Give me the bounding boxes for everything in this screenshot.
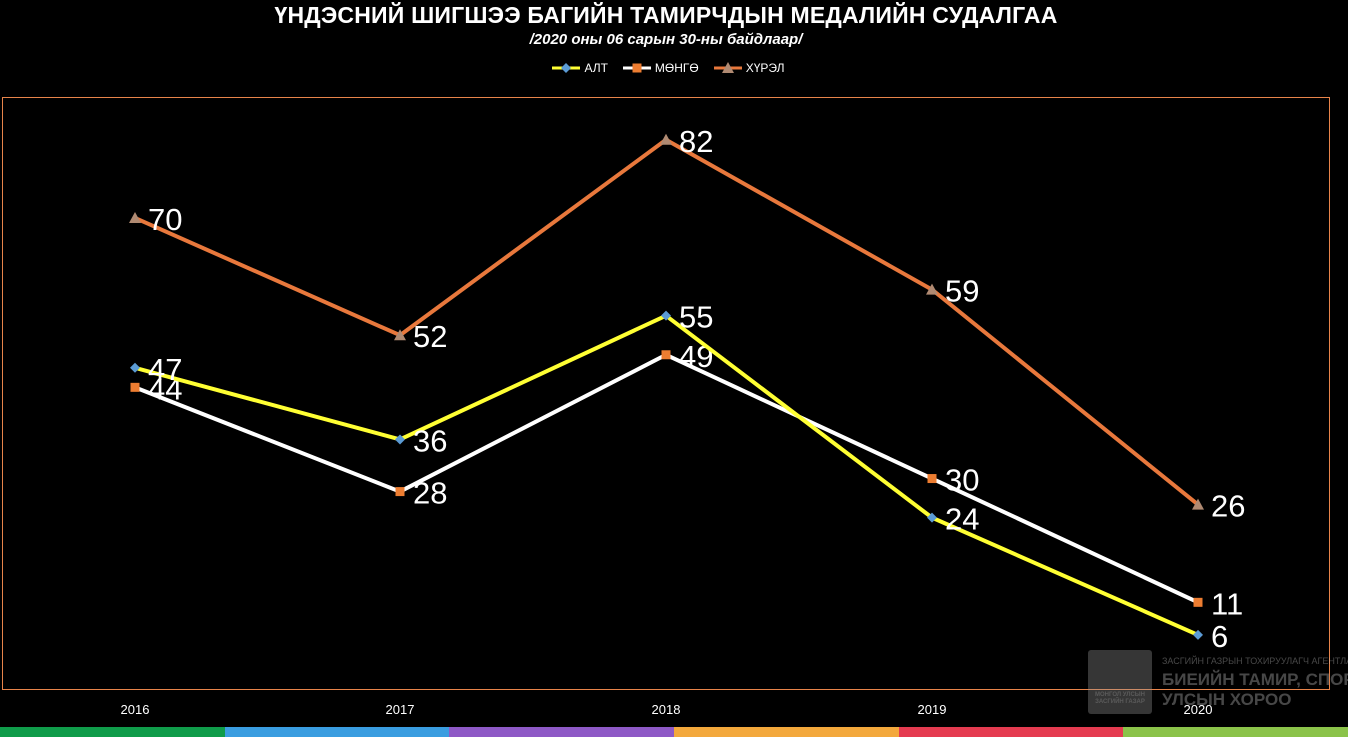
- legend-swatch: [622, 63, 651, 73]
- series-2-data-label: 59: [945, 274, 979, 309]
- legend-label: ХҮРЭЛ: [745, 61, 785, 75]
- x-tick-label: 2020: [1184, 702, 1213, 717]
- series-2-data-label: 82: [679, 124, 713, 159]
- series-0-point: [395, 434, 405, 445]
- stripe-segment: [674, 727, 899, 737]
- chart-title: ҮНДЭСНИЙ ШИГШЭЭ БАГИЙН ТАМИРЧДЫН МЕДАЛИЙ…: [274, 2, 1058, 28]
- series-1-point: [395, 487, 405, 497]
- series-1-point: [1193, 597, 1203, 607]
- series-0-point: [927, 512, 937, 523]
- series-2-point: [394, 329, 406, 341]
- series-0-point: [661, 310, 671, 321]
- series-2-point: [660, 133, 672, 145]
- series-2-point: [129, 211, 141, 223]
- color-stripe: [0, 727, 1348, 737]
- plot-area: [2, 97, 1330, 690]
- series-0-point: [130, 362, 140, 373]
- series-2-point: [926, 283, 938, 295]
- watermark-name-line1: БИЕИЙН ТАМИР, СПОРТЫН: [1162, 670, 1348, 689]
- series-2-data-label: 26: [1211, 489, 1245, 524]
- legend-item: ХҮРЭЛ: [713, 61, 785, 75]
- stripe-segment: [224, 727, 450, 737]
- legend-swatch: [552, 63, 581, 73]
- series-1-point: [661, 350, 671, 360]
- series-2-point: [1192, 498, 1204, 510]
- emblem-logo: [1088, 650, 1152, 714]
- series-1-point: [130, 382, 140, 392]
- x-tick-label: 2017: [386, 702, 415, 717]
- series-0-data-label: 47: [148, 352, 182, 387]
- legend: АЛТ МӨНГӨ ХҮРЭЛ: [0, 61, 1336, 75]
- stripe-segment: [1123, 727, 1348, 737]
- series-0-line: [134, 313, 1199, 637]
- series-1-data-label: 30: [945, 463, 979, 498]
- series-2-data-label: 70: [148, 202, 182, 237]
- x-tick-label: 2018: [652, 702, 681, 717]
- series-1-data-label: 11: [1211, 586, 1243, 621]
- stripe-segment: [0, 727, 225, 737]
- stripe-segment: [898, 727, 1124, 737]
- watermark-agency-text: ЗАСГИЙН ГАЗРЫН ТОХИРУУЛАГЧ АГЕНТЛАГ: [1162, 656, 1348, 666]
- emblem-text: МОНГОЛ УЛСЫН ЗАСГИЙН ГАЗАР: [1095, 692, 1145, 705]
- legend-marker: [561, 63, 572, 73]
- series-1-data-label: 28: [413, 476, 447, 511]
- series-0-data-label: 24: [945, 502, 979, 537]
- series-1-point: [927, 474, 937, 484]
- stripe-segment: [449, 727, 675, 737]
- series-0-data-label: 55: [679, 300, 713, 335]
- watermark: МОНГОЛ УЛСЫН ЗАСГИЙН ГАЗАР ЗАСГИЙН ГАЗРЫ…: [1086, 648, 1348, 716]
- legend-marker: [721, 62, 734, 73]
- watermark-name-line2: УЛСЫН ХОРОО: [1162, 690, 1292, 709]
- series-0-data-label: 36: [413, 423, 447, 458]
- legend-item: МӨНГӨ: [622, 61, 699, 75]
- legend-label: МӨНГӨ: [654, 61, 699, 75]
- x-tick-label: 2019: [918, 702, 947, 717]
- legend-label: АЛТ: [584, 61, 608, 75]
- legend-item: АЛТ: [551, 61, 608, 75]
- series-0-data-label: 6: [1211, 619, 1228, 654]
- series-0-point: [1193, 629, 1203, 640]
- series-2-data-label: 52: [413, 319, 447, 354]
- legend-marker: [632, 63, 642, 73]
- x-tick-label: 2016: [121, 702, 150, 717]
- chart-subtitle: /2020 оны 06 сарын 30-ны байдлаар/: [529, 31, 803, 48]
- series-1-data-label: 49: [679, 339, 713, 374]
- legend-swatch: [713, 62, 742, 73]
